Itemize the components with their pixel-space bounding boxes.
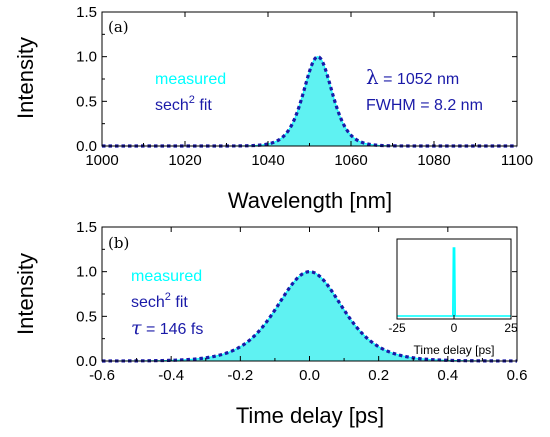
panel-b-legend-fit-suffix: fit	[171, 294, 188, 311]
panel-b-xtick-label: 0.4	[437, 367, 458, 384]
panel-b-xtick-label: -0.4	[158, 367, 184, 384]
panel-a-xtick-label: 1060	[334, 152, 367, 169]
panel-b-ytick-label: 1.0	[76, 264, 97, 281]
panel-b-xtick-label: -0.6	[89, 367, 115, 384]
inset-xtick-label: 0	[451, 321, 458, 335]
lambda-symbol: λ	[366, 65, 379, 89]
inset-measured-trace	[397, 247, 511, 317]
panel-a-ytick-label: 1.5	[76, 4, 97, 21]
panel-b-ytick-label: 1.5	[76, 219, 97, 236]
inset-curve	[397, 247, 511, 317]
panel-a-ticks: 1000 1020 1040 1060 1080 1100 0.0 0.5 1.0 1.5	[76, 4, 533, 169]
panel-a-ytick-label: 0.0	[76, 138, 97, 155]
panel-b-xtick-label: 0.6	[507, 367, 528, 384]
panel-a-xtick-label: 1020	[168, 152, 201, 169]
panel-a-legend-fit: sech2 fit	[155, 94, 212, 114]
panel-a-legend-fit-suffix: fit	[195, 97, 212, 114]
panel-a-label: (a)	[108, 18, 129, 36]
panel-a-fwhm-annotation: FWHM = 8.2 nm	[366, 97, 483, 114]
panel-a-ylabel: Intensity	[13, 37, 38, 119]
panel-b-legend-fit: sech2 fit	[131, 291, 188, 311]
panel-b-xtick-label: 0.0	[299, 367, 320, 384]
inset-xtick-label: -25	[388, 321, 406, 335]
panel-b-legend-measured: measured	[131, 268, 202, 285]
panel-a-ytick-label: 1.0	[76, 49, 97, 66]
tau-symbol: τ	[131, 317, 142, 339]
panel-b-xlabel: Time delay [ps]	[236, 403, 384, 428]
panel-b-ticks: -0.6 -0.4 -0.2 0.0 0.2 0.4 0.6 0.0 0.5 1.0 1.5	[76, 219, 527, 384]
panel-a-legend-measured: measured	[155, 71, 226, 88]
panel-a: 1000 1020 1040 1060 1080 1100 0.0 0.5 1.0 1.5 (a)…	[13, 4, 533, 213]
panel-a-xtick-label: 1000	[85, 152, 118, 169]
panel-b-ytick-label: 0.5	[76, 308, 97, 325]
panel-b-ytick-label: 0.0	[76, 353, 97, 370]
panel-a-xtick-label: 1080	[417, 152, 450, 169]
inset-xtick-label: 25	[504, 321, 518, 335]
panel-a-legend-fit-sup: 2	[189, 94, 195, 106]
panel-b-label: (b)	[108, 234, 129, 252]
lambda-value: = 1052 nm	[379, 71, 460, 88]
panel-b-xtick-label: 0.2	[368, 367, 389, 384]
panel-b-tau-annotation: τ = 146 fs	[131, 317, 203, 339]
panel-a-legend-fit-prefix: sech	[155, 97, 189, 114]
panel-a-xlabel: Wavelength [nm]	[228, 188, 392, 213]
panel-b-legend-fit-prefix: sech	[131, 294, 165, 311]
inset-ticks: -25 0 25	[388, 315, 518, 335]
panel-a-xtick-label: 1040	[251, 152, 284, 169]
panel-b-inset: -25 0 25 Time delay [ps]	[388, 238, 518, 357]
tau-value: = 146 fs	[142, 321, 204, 338]
panel-a-lambda-annotation: λ = 1052 nm	[366, 65, 459, 89]
inset-xlabel: Time delay [ps]	[414, 343, 495, 357]
panel-a-ytick-label: 0.5	[76, 93, 97, 110]
panel-b: -0.6 -0.4 -0.2 0.0 0.2 0.4 0.6 0.0 0.5 1.0 1.5 (b)…	[13, 219, 527, 428]
panel-b-legend-fit-sup: 2	[165, 291, 171, 303]
panel-a-xtick-label: 1100	[501, 152, 533, 169]
panel-b-curves	[101, 270, 518, 363]
panel-b-ylabel: Intensity	[13, 253, 38, 335]
panel-b-xtick-label: -0.2	[227, 367, 253, 384]
